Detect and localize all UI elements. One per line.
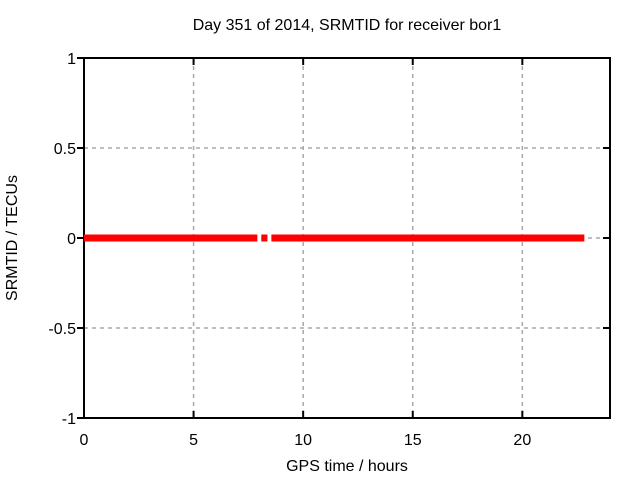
y-tick-label: -0.5 bbox=[48, 321, 76, 338]
x-tick-label: 10 bbox=[294, 432, 312, 449]
data-gap bbox=[257, 234, 262, 242]
y-tick-label: 0.5 bbox=[54, 141, 76, 158]
y-tick-label: 0 bbox=[67, 231, 76, 248]
plot-layers: 0 5 10 15 20 -1 -0.5 0 0.5 1 bbox=[48, 51, 611, 449]
y-tick-label: 1 bbox=[67, 51, 76, 68]
x-tick-label: 5 bbox=[189, 432, 198, 449]
data-gap bbox=[267, 234, 272, 242]
chart-title: Day 351 of 2014, SRMTID for receiver bor… bbox=[193, 17, 502, 34]
x-axis-label: GPS time / hours bbox=[286, 458, 408, 475]
x-tick-label: 20 bbox=[513, 432, 531, 449]
y-tick-label: -1 bbox=[62, 411, 76, 428]
x-tick-label: 0 bbox=[80, 432, 89, 449]
y-axis-label: SRMTID / TECUs bbox=[4, 175, 21, 301]
x-tick-label: 15 bbox=[404, 432, 422, 449]
